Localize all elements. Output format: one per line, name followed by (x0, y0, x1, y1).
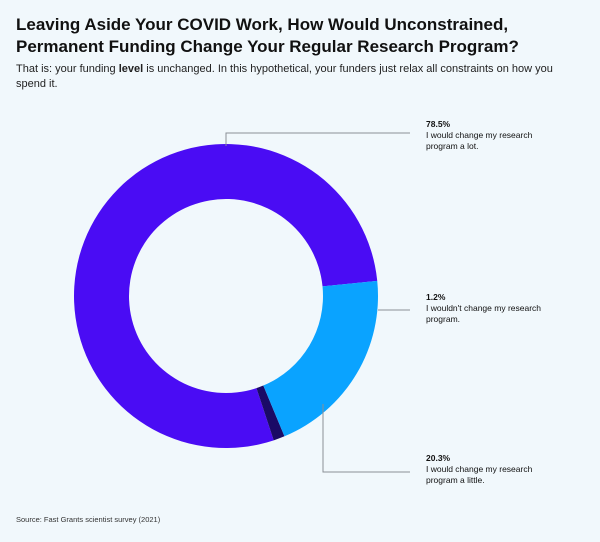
slice-label-value: 20.3% (426, 453, 451, 463)
donut-slice-change-a-lot (73, 144, 378, 449)
chart-subtitle: That is: your funding level is unchanged… (16, 62, 576, 92)
slice-label-no-change: 1.2% I wouldn't change my research progr… (426, 292, 566, 325)
leader-line-change-a-lot (225, 132, 410, 146)
subtitle-text-after: is unchanged. In this hypothetical, your… (16, 63, 553, 90)
donut-slice-no-change (256, 385, 285, 441)
slice-label-value: 1.2% (426, 292, 446, 302)
source-note: Source: Fast Grants scientist survey (20… (16, 515, 161, 524)
slice-label-value: 78.5% (426, 119, 451, 129)
subtitle-bold-word: level (118, 63, 144, 75)
chart-title: Leaving Aside Your COVID Work, How Would… (16, 15, 519, 56)
slice-label-text: I would change my research program a lit… (426, 464, 533, 485)
donut-slice-change-a-little (263, 280, 379, 437)
slice-label-text: I wouldn't change my research program. (426, 303, 542, 324)
slice-label-change-a-little: 20.3% I would change my research program… (426, 453, 566, 486)
slice-label-text: I would change my research program a lot… (426, 130, 533, 151)
slice-label-change-a-lot: 78.5% I would change my research program… (426, 119, 566, 152)
leader-lines (225, 132, 410, 473)
leader-line-change-a-little (322, 404, 410, 473)
subtitle-text-before: That is: your funding (16, 63, 119, 75)
donut-slices (73, 144, 379, 449)
